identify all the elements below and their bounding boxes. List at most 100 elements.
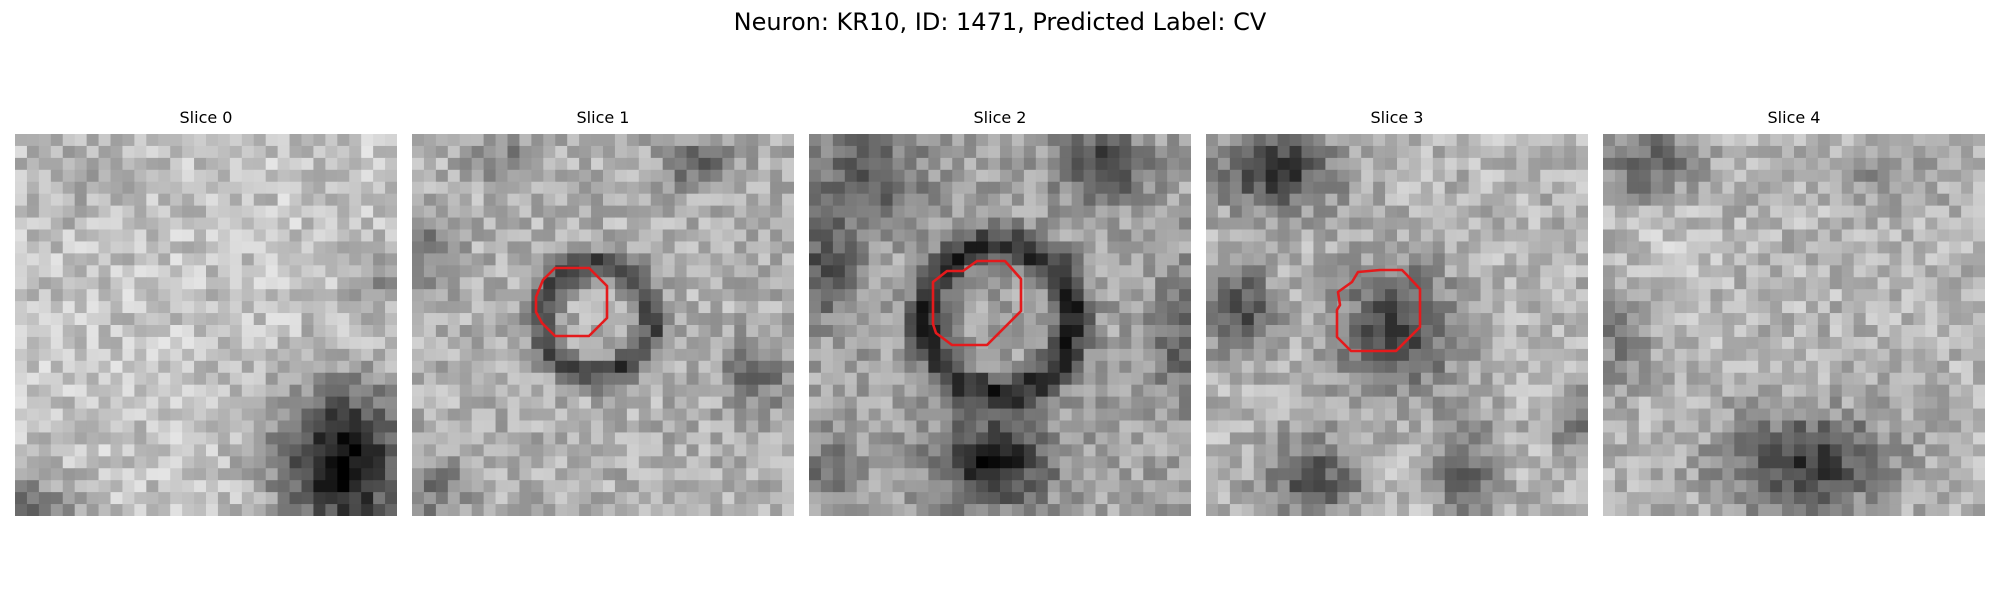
pixel	[1143, 384, 1156, 398]
pixel	[782, 432, 794, 445]
pixel	[1492, 277, 1505, 290]
pixel	[373, 372, 386, 386]
pixel	[579, 384, 592, 398]
pixel	[1925, 432, 1938, 445]
pixel	[820, 372, 834, 386]
pixel	[1949, 229, 1962, 242]
pixel	[1071, 241, 1085, 254]
pixel	[1432, 348, 1446, 362]
pixel	[1540, 134, 1553, 147]
pixel	[1035, 277, 1049, 290]
pixel	[1937, 313, 1950, 326]
pixel	[892, 360, 905, 374]
pixel	[1277, 360, 1291, 374]
pixel	[38, 396, 52, 410]
pixel	[1722, 372, 1735, 386]
pixel	[1552, 229, 1565, 242]
pixel	[1516, 301, 1529, 314]
pixel	[1119, 205, 1132, 219]
pixel	[1408, 145, 1422, 159]
pixel	[567, 504, 580, 516]
pixel	[110, 396, 123, 410]
pixel	[1626, 372, 1640, 386]
pixel	[1829, 444, 1843, 457]
pixel	[1722, 396, 1735, 410]
pixel	[940, 360, 953, 374]
pixel	[746, 265, 759, 278]
pixel	[265, 313, 279, 326]
pixel	[1516, 396, 1529, 410]
pixel	[734, 265, 747, 278]
pixel	[38, 348, 52, 362]
pixel	[1650, 277, 1664, 290]
pixel	[337, 193, 350, 207]
pixel	[265, 432, 279, 445]
pixel	[1155, 480, 1168, 493]
pixel	[1564, 301, 1577, 314]
pixel	[373, 157, 386, 171]
pixel	[1023, 480, 1037, 493]
pixel	[1385, 134, 1398, 147]
pixel	[1420, 348, 1434, 362]
pixel	[1408, 265, 1422, 278]
pixel	[1361, 468, 1374, 481]
pixel	[26, 277, 40, 290]
pixel	[483, 229, 497, 242]
pixel	[614, 157, 628, 171]
pixel	[385, 336, 397, 350]
pixel	[134, 145, 147, 159]
pixel	[1626, 205, 1640, 219]
pixel	[543, 265, 556, 278]
pixel	[1000, 229, 1013, 242]
pixel	[313, 444, 326, 457]
pixel	[1734, 325, 1747, 338]
pixel	[674, 313, 688, 326]
pixel	[1155, 265, 1168, 278]
pixel	[1095, 325, 1108, 338]
pixel	[916, 432, 929, 445]
pixel	[809, 325, 822, 338]
pixel	[447, 408, 461, 421]
pixel	[770, 205, 783, 219]
pixel	[1817, 325, 1831, 338]
pixel	[1265, 384, 1279, 398]
pixel	[1937, 253, 1950, 266]
pixel	[1758, 325, 1771, 338]
pixel	[1782, 325, 1795, 338]
pixel	[26, 456, 40, 469]
pixel	[844, 348, 858, 362]
pixel	[1913, 253, 1926, 266]
pixel	[832, 289, 846, 302]
pixel	[614, 396, 628, 410]
pixel	[194, 181, 207, 195]
pixel	[459, 325, 473, 338]
pixel	[86, 313, 100, 326]
pixel	[614, 193, 628, 207]
pixel	[337, 336, 350, 350]
pixel	[373, 384, 386, 398]
pixel	[1468, 205, 1482, 219]
pixel	[1603, 169, 1616, 183]
pixel	[1325, 241, 1338, 254]
pixel	[758, 217, 771, 230]
pixel	[1023, 134, 1037, 147]
pixel	[1516, 348, 1529, 362]
pixel	[1758, 444, 1771, 457]
pixel	[1047, 360, 1061, 374]
pixel	[686, 229, 699, 242]
pixel	[313, 134, 326, 147]
pixel	[1408, 468, 1422, 481]
pixel	[301, 325, 314, 338]
pixel	[543, 360, 556, 374]
pixel	[1035, 504, 1049, 516]
pixel	[301, 492, 314, 505]
pixel	[940, 480, 953, 493]
pixel	[603, 169, 616, 183]
pixel	[1734, 396, 1747, 410]
pixel	[98, 277, 111, 290]
pixel	[1614, 408, 1628, 421]
pixel	[1047, 408, 1061, 421]
pixel	[1083, 277, 1096, 290]
pixel	[1011, 157, 1025, 171]
pixel	[1614, 336, 1628, 350]
